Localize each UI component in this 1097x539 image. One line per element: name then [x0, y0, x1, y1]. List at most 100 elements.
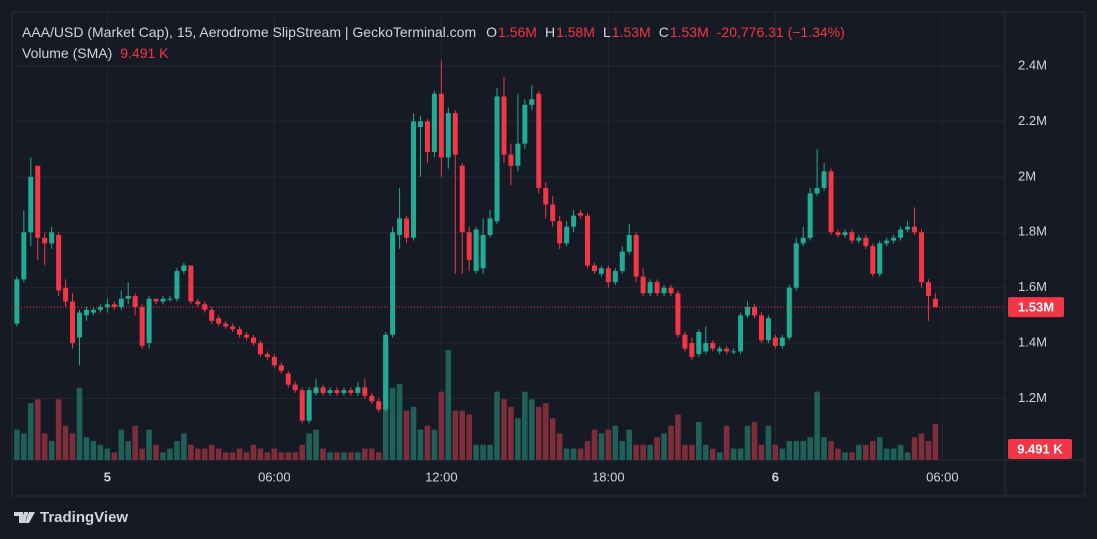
volume-bar [167, 448, 173, 460]
candle-body [751, 307, 757, 316]
candle-body [264, 354, 270, 357]
volume-bar [375, 452, 382, 460]
candle-body [626, 235, 632, 252]
volume-bar [28, 403, 34, 460]
volume-bar [14, 429, 20, 460]
candle-body [397, 218, 403, 236]
volume-bar [118, 429, 125, 460]
volume-bar [535, 406, 542, 460]
candle-body [591, 265, 597, 272]
volume-bar [932, 423, 939, 460]
volume-bar [201, 448, 208, 460]
brand-dot [24, 512, 28, 516]
candle-body [564, 226, 570, 244]
candle-body [633, 235, 639, 277]
candle-body [348, 390, 354, 393]
volume-bar [842, 452, 848, 460]
candle-body [682, 334, 688, 349]
ohlc-value: 1.56M [498, 24, 537, 40]
volume-bar [793, 441, 800, 460]
volume-bar [48, 441, 55, 460]
volume-bar [577, 448, 584, 460]
volume-bar [278, 452, 285, 460]
volume-bar [605, 429, 612, 460]
candle-body [842, 232, 848, 236]
volume-bar [410, 406, 417, 460]
candle-body [104, 304, 110, 308]
candle-body [849, 232, 855, 241]
volume-bar [62, 425, 69, 460]
candle-body [515, 143, 521, 166]
volume-bar [890, 448, 897, 460]
volume-bar [299, 444, 305, 460]
title: AAA/USD (Market Cap), 15, Aerodrome Slip… [22, 24, 476, 40]
volume-bar [737, 448, 744, 460]
candle-body [355, 387, 361, 393]
candle-body [334, 390, 340, 393]
volume-bar [285, 452, 292, 460]
candle-body [424, 121, 430, 152]
candle-body [139, 307, 145, 346]
volume-bar [689, 444, 695, 460]
candle-body [153, 298, 159, 302]
candle-body [63, 287, 69, 302]
candle-body [14, 279, 20, 324]
candle-body [584, 215, 590, 266]
volume-bar [188, 444, 194, 460]
volume-bar [348, 452, 354, 460]
candle-body [90, 309, 96, 313]
volume-bar [417, 429, 424, 460]
last-volume-box [1008, 438, 1072, 459]
volume-bar [619, 441, 626, 460]
candle-body [905, 226, 911, 230]
candle-body [404, 218, 410, 238]
volume-bar [549, 418, 556, 460]
volume-bar [612, 425, 619, 460]
volume-bar [751, 422, 758, 460]
volume-bar [640, 444, 646, 460]
volume-bar [466, 414, 472, 460]
candle-body [49, 232, 55, 244]
volume-bar [334, 452, 340, 460]
candle-body [821, 171, 827, 188]
candle-body [35, 165, 41, 238]
candle-body [918, 232, 925, 283]
candle-body [56, 235, 62, 291]
y-tick-label: 1.2M [1018, 390, 1047, 405]
candle-body [257, 343, 263, 355]
candle-body [689, 343, 695, 357]
candle-body [28, 176, 34, 233]
volume-bar [368, 448, 375, 460]
brand-name: TradingView [40, 509, 128, 526]
candle-body [654, 282, 660, 294]
volume-bar [83, 437, 90, 460]
y-tick-label: 2M [1018, 168, 1036, 183]
volume-bar [863, 444, 869, 460]
candle-body [118, 298, 124, 308]
volume-bar [828, 441, 834, 460]
volume-bar [208, 444, 215, 460]
candle-body [466, 232, 472, 260]
candle-body [292, 384, 298, 391]
volume-bar [570, 448, 577, 460]
ohlc-value: 1.53M [670, 24, 709, 40]
volume-bar [584, 441, 591, 460]
candle-body [619, 251, 625, 272]
volume-bar [508, 406, 514, 460]
volume-bar [90, 441, 97, 460]
volume-bar [765, 425, 772, 460]
volume-bar [682, 444, 688, 460]
candle-body [452, 113, 458, 155]
y-tick-label: 1.4M [1018, 335, 1047, 350]
candle-body [800, 237, 806, 244]
candle-body [21, 232, 27, 280]
volume-header: Volume (SMA) 9.491 K [22, 45, 169, 61]
last-price-box [1008, 297, 1064, 318]
candle-body [285, 373, 291, 385]
volume-bar [904, 452, 911, 460]
volume-bar [870, 441, 876, 460]
volume-bar [730, 448, 737, 460]
volume-bar [403, 410, 410, 460]
volume-bar [215, 448, 222, 460]
candle-body [417, 121, 423, 127]
